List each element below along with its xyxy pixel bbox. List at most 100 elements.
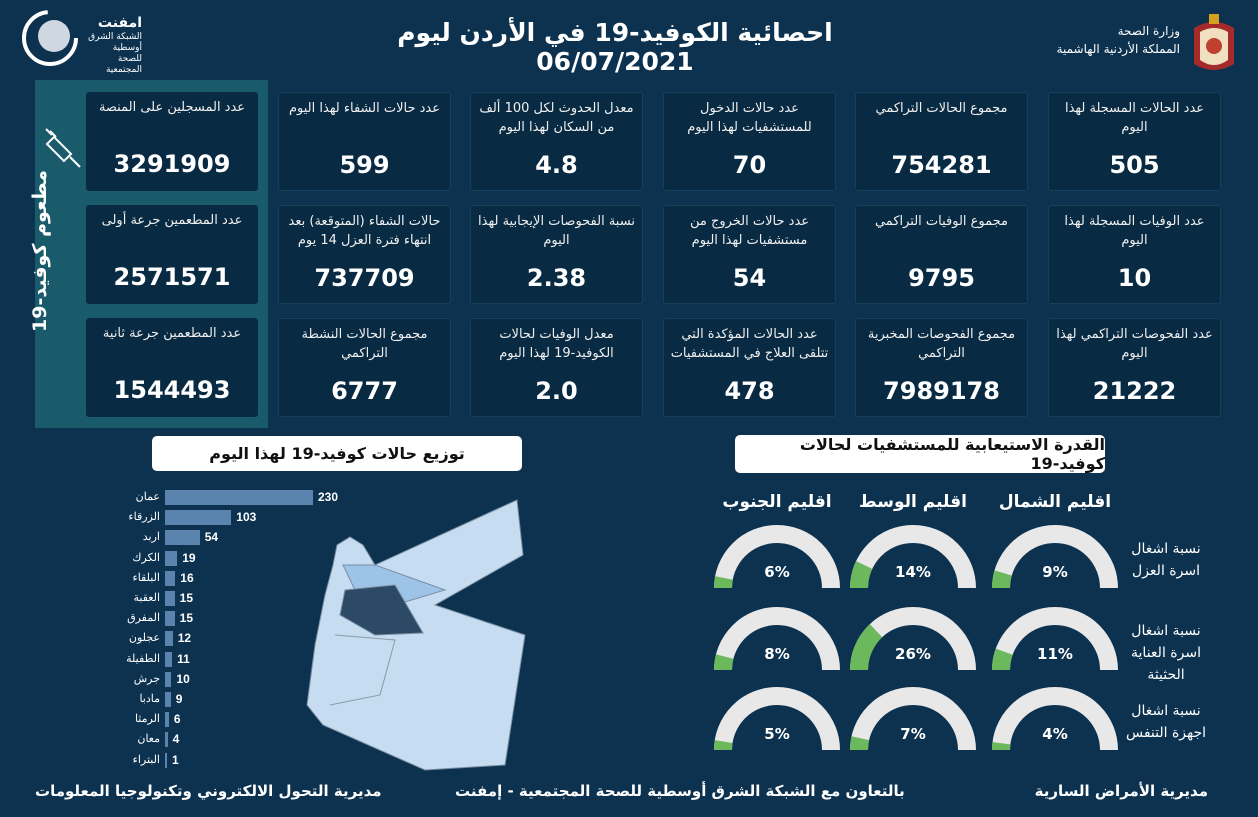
bar-value-label: 4 xyxy=(172,732,180,747)
card-label: حالات الشفاء (المتوقعة) بعد انتهاء فترة … xyxy=(288,214,441,248)
bar xyxy=(165,591,175,606)
card-label: مجموع الفحوصات المخبرية التراكمي xyxy=(867,327,1016,361)
card-label: عدد المطعمين جرعة ثانية xyxy=(102,326,242,341)
stat-card: نسبة الفحوصات الإيجابية لهذا اليوم 2.38 xyxy=(470,205,643,304)
stat-card: معدل الوفيات لحالات الكوفيد-19 لهذا اليو… xyxy=(470,318,643,417)
jordan-crest-logo xyxy=(1188,12,1240,74)
bar-value-label: 12 xyxy=(177,631,192,646)
region-header: اقليم الشمال xyxy=(998,492,1112,512)
bar-value-label: 230 xyxy=(318,490,339,504)
bar-category-label: عجلون xyxy=(128,632,160,645)
gauge-percent: 9% xyxy=(1042,563,1068,581)
card-value: 2571571 xyxy=(113,263,231,291)
card-label: عدد الوفيات المسجلة لهذا اليوم xyxy=(1064,214,1205,248)
card-label: مجموع الحالات النشطة التراكمي xyxy=(301,327,428,361)
card-value: 3291909 xyxy=(113,150,231,178)
gauge xyxy=(714,687,840,751)
bar-category-label: عمان xyxy=(135,491,160,503)
syringe-icon xyxy=(42,125,82,170)
jordan-map xyxy=(306,499,526,771)
gauge-percent: 14% xyxy=(895,563,931,581)
gauge-track xyxy=(714,607,840,671)
card-label: معدل الحدوث لكل 100 ألف من السكان لهذا ا… xyxy=(479,101,634,135)
gauge-fill xyxy=(714,654,734,671)
gauge-fill xyxy=(992,570,1012,589)
bar-category-label: معان xyxy=(137,733,160,746)
gauge-fill xyxy=(992,648,1013,671)
gauge-percent: 11% xyxy=(1037,645,1073,663)
bar xyxy=(165,712,169,728)
card-value: 6777 xyxy=(331,377,398,405)
card-label: عدد حالات الخروج من مستشفيات لهذا اليوم xyxy=(689,214,810,248)
stat-card: عدد الحالات المسجلة لهذا اليوم 505 xyxy=(1048,92,1221,191)
bar xyxy=(165,732,168,748)
bar-category-label: الزرقاء xyxy=(128,511,160,524)
logo-text: امفنت الشبكة الشرق أوسطية للصحة المجتمعية xyxy=(88,15,142,75)
card-value: 478 xyxy=(724,377,775,405)
card-value: 54 xyxy=(732,264,767,292)
bar-value-label: 16 xyxy=(180,570,194,585)
gauge-track xyxy=(850,687,976,751)
bar-category-label: المفرق xyxy=(127,612,160,625)
stat-card: مجموع الفحوصات المخبرية التراكمي 7989178 xyxy=(855,318,1028,417)
bar-category-label: اربد xyxy=(142,531,160,544)
card-value: 21222 xyxy=(1092,377,1177,405)
bar-value-label: 10 xyxy=(176,671,190,686)
card-value: 70 xyxy=(732,151,767,179)
bar-value-label: 15 xyxy=(179,591,193,605)
bar-value-label: 9 xyxy=(175,692,183,706)
capacity-title: القدرة الاستيعابية للمستشفيات لحالات كوف… xyxy=(735,435,1105,473)
card-label: عدد الفحوصات التراكمي لهذا اليوم xyxy=(1056,327,1213,361)
card-label: عدد المطعمين جرعة أولى xyxy=(101,213,243,228)
card-label: عدد حالات الدخول للمستشفيات لهذا اليوم xyxy=(687,101,812,135)
gauge-fill xyxy=(850,561,873,589)
stat-card: حالات الشفاء (المتوقعة) بعد انتهاء فترة … xyxy=(278,205,451,304)
bar-value-label: 11 xyxy=(177,651,190,666)
gauge-row-label: نسبة اشغال اسرة العزل xyxy=(1131,541,1201,579)
bar-category-label: مادبا xyxy=(139,693,160,705)
gauge-fill xyxy=(714,740,733,751)
gauge xyxy=(714,525,840,589)
card-label: عدد المسجلين على المنصة xyxy=(98,100,246,115)
card-label: عدد الحالات المسجلة لهذا اليوم xyxy=(1064,101,1205,135)
stat-card: عدد الفحوصات التراكمي لهذا اليوم 21222 xyxy=(1048,318,1221,417)
bar-value-label: 1 xyxy=(172,752,179,767)
stat-card: مجموع الحالات النشطة التراكمي 6777 xyxy=(278,318,451,417)
footer-it-department: مديرية التحول الالكتروني وتكنولوجيا المع… xyxy=(35,782,382,800)
stat-card: مجموع الوفيات التراكمي 9795 xyxy=(855,205,1028,304)
gauge-track xyxy=(992,525,1118,589)
gauge-track xyxy=(992,607,1118,671)
gauge xyxy=(714,607,840,671)
vaccine-card: عدد المسجلين على المنصة 3291909 xyxy=(86,92,258,191)
gauge xyxy=(850,525,976,589)
bar-category-label: البلقاء xyxy=(132,571,160,584)
vaccine-title: مطعوم كوفيد-19 xyxy=(29,170,51,332)
card-label: مجموع الوفيات التراكمي xyxy=(874,214,1009,229)
gauge xyxy=(850,687,976,751)
bar xyxy=(165,752,167,768)
bar-category-label: الكرك xyxy=(132,551,160,564)
gauge-row-label: نسبة اشغال اسرة العناية الحثيثة xyxy=(1131,623,1201,683)
stat-card: عدد الوفيات المسجلة لهذا اليوم 10 xyxy=(1048,205,1221,304)
gauge-row-label: نسبة اشغال اجهزة التنفس xyxy=(1125,703,1207,741)
bar-category-label: العقبة xyxy=(133,592,161,604)
footer-department: مديرية الأمراض السارية xyxy=(1034,782,1208,800)
card-value: 7989178 xyxy=(883,377,1000,405)
bar-value-label: 103 xyxy=(236,510,257,525)
stat-card: مجموع الحالات التراكمي 754281 xyxy=(855,92,1028,191)
bar-value-label: 6 xyxy=(173,712,181,727)
gauge-fill xyxy=(850,624,883,671)
bar xyxy=(165,490,313,505)
card-value: 754281 xyxy=(891,151,992,179)
bar-category-label: الطفيلة xyxy=(126,652,160,665)
gauge-track xyxy=(992,687,1118,751)
bar-value-label: 54 xyxy=(204,530,219,545)
gauge-percent: 6% xyxy=(764,563,790,581)
gauge xyxy=(992,687,1118,751)
gauge xyxy=(992,607,1118,671)
ministry-name: وزارة الصحة المملكة الأردنية الهاشمية xyxy=(1056,24,1180,56)
region-header: اقليم الوسط xyxy=(859,492,967,512)
bar xyxy=(165,570,176,586)
stat-card: عدد حالات الخروج من مستشفيات لهذا اليوم 5… xyxy=(663,205,836,304)
vaccine-card: عدد المطعمين جرعة أولى 2571571 xyxy=(86,205,258,304)
